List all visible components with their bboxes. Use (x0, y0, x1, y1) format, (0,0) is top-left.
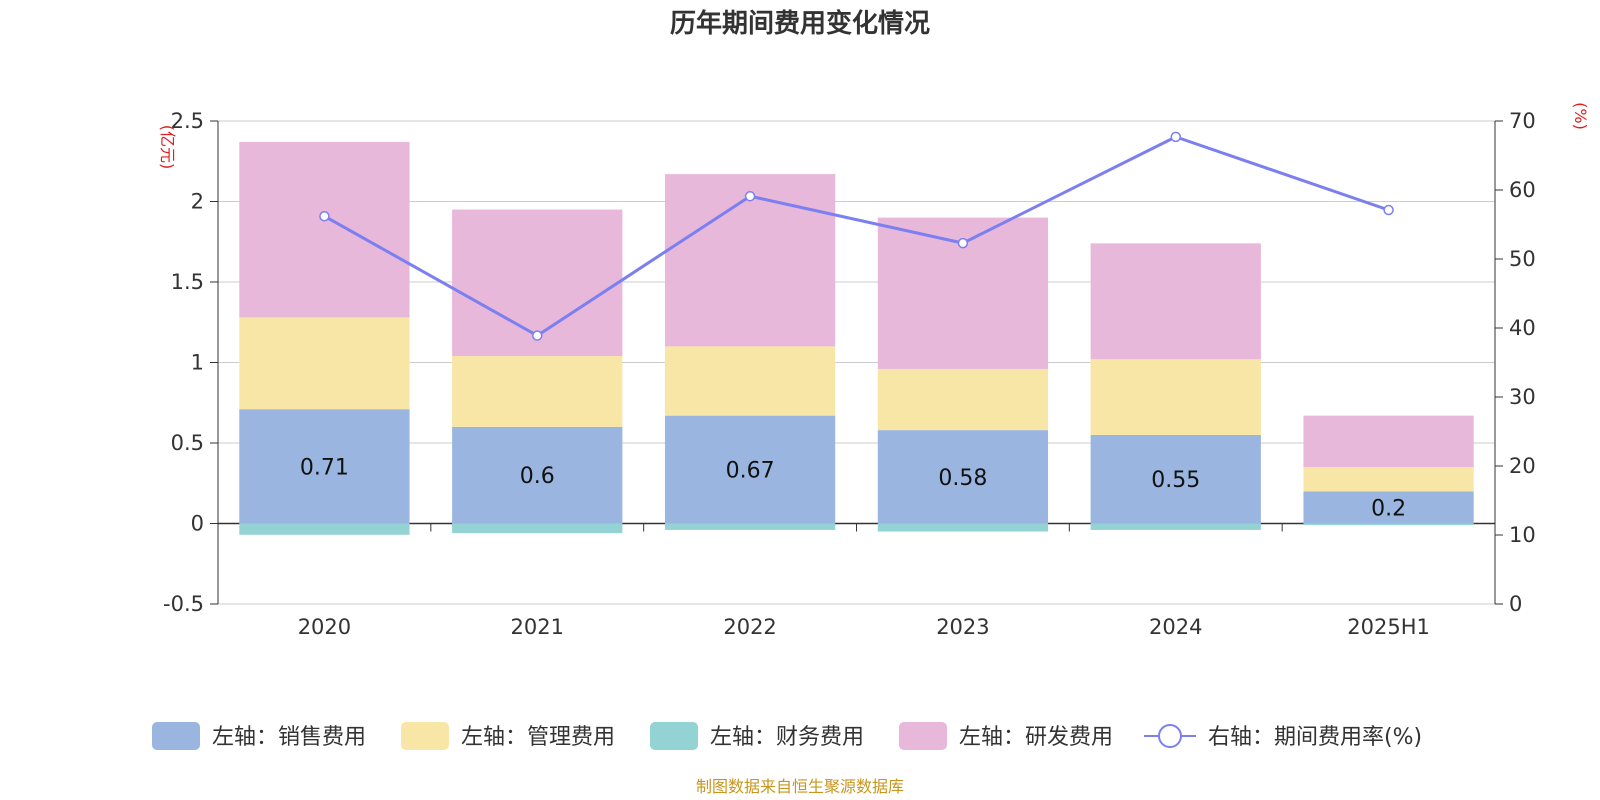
legend-label: 左轴：财务费用 (710, 725, 864, 750)
legend-label: 左轴：管理费用 (461, 725, 615, 750)
x-axis-tick-label: 2021 (511, 615, 564, 639)
left-axis-tick-label: 0 (191, 512, 204, 536)
bar-value-label: 0.58 (938, 466, 987, 491)
left-axis-unit: (亿元) (158, 125, 177, 170)
bars (239, 141, 1474, 535)
legend-swatch (899, 722, 947, 750)
bar-segment (877, 523, 1049, 532)
left-axis-tick-label: 1.5 (171, 270, 204, 294)
bar-segment (877, 430, 1049, 524)
x-axis-tick-label: 2022 (723, 615, 776, 639)
right-axis-tick-label: 30 (1509, 385, 1536, 409)
rate-point (532, 330, 543, 341)
right-axis-tick-label: 70 (1509, 109, 1536, 133)
rate-line (319, 131, 1394, 341)
legend-swatch (401, 722, 449, 750)
legend: 左轴：销售费用 左轴：管理费用 左轴：财务费用 左轴：研发费用 右轴：期间费用率(%) (152, 722, 1422, 750)
left-axis-tick-label: 2.5 (171, 109, 204, 133)
bar-segment (664, 346, 836, 416)
bar-segment (1303, 467, 1474, 492)
bar-segment (239, 317, 410, 410)
x-axis-tick-label: 2020 (298, 615, 351, 639)
chart-title: 历年期间费用变化情况 (670, 8, 930, 39)
rate-point (957, 237, 969, 249)
rate-line-path (323, 135, 1390, 338)
bar-segment (1303, 491, 1474, 524)
data-labels: 0.71 0.6 0.67 0.58 0.55 0.2 (300, 455, 1406, 521)
axes: -0.5 0 0.5 1 1.5 2 2.5 0 10 20 30 40 50 60 70 2020 2021 2… (163, 109, 1536, 639)
left-axis-tick-label: 1 (191, 351, 204, 375)
legend-marker (1158, 724, 1182, 748)
right-axis-tick-label: 50 (1509, 247, 1536, 271)
bar-segment (452, 426, 623, 524)
bar-segment (1303, 523, 1474, 526)
bar-value-label: 0.6 (520, 464, 555, 489)
source-note: 制图数据来自恒生聚源数据库 (696, 777, 904, 796)
left-axis-tick-label: 0.5 (171, 431, 204, 455)
bar-segment (1090, 434, 1261, 524)
bar-segment (239, 141, 410, 318)
bar-value-label: 0.71 (300, 455, 349, 480)
left-axis-tick-label: 2 (191, 190, 204, 214)
right-axis-tick-label: 20 (1509, 454, 1536, 478)
grid-lines (218, 120, 1495, 605)
bar-segment (877, 368, 1049, 431)
bar-segment (239, 523, 410, 535)
legend-swatch (152, 722, 200, 750)
bar-segment (452, 356, 623, 427)
rate-point (1170, 131, 1181, 143)
right-axis-tick-label: 60 (1509, 178, 1536, 202)
right-axis-tick-label: 0 (1509, 592, 1522, 616)
bar-value-label: 0.67 (726, 459, 775, 484)
bar-segment (452, 523, 623, 534)
bar-segment (1303, 415, 1474, 468)
bar-segment (239, 409, 410, 524)
legend-label: 右轴：期间费用率(%) (1208, 725, 1422, 750)
x-axis-tick-label: 2024 (1149, 615, 1202, 639)
bar-segment (1090, 243, 1261, 360)
legend-label: 左轴：研发费用 (959, 725, 1113, 750)
legend-swatch (650, 722, 698, 750)
bar-segment (664, 523, 836, 530)
x-axis-tick-label: 2023 (936, 615, 989, 639)
x-axis-tick-label: 2025H1 (1347, 615, 1430, 639)
bar-segment (1090, 359, 1261, 435)
left-axis-tick-label: -0.5 (163, 592, 204, 616)
bar-value-label: 0.2 (1371, 496, 1406, 521)
bar-value-label: 0.55 (1151, 468, 1200, 493)
right-axis-unit: (%) (1571, 102, 1590, 130)
right-axis-tick-label: 40 (1509, 316, 1536, 340)
rate-point (1383, 204, 1394, 216)
bar-segment (664, 174, 836, 347)
legend-label: 左轴：销售费用 (212, 725, 366, 750)
rate-point (319, 210, 330, 222)
rate-point (744, 190, 756, 202)
right-axis-tick-label: 10 (1509, 523, 1536, 547)
bar-segment (1090, 523, 1261, 530)
bar-segment (664, 415, 836, 524)
